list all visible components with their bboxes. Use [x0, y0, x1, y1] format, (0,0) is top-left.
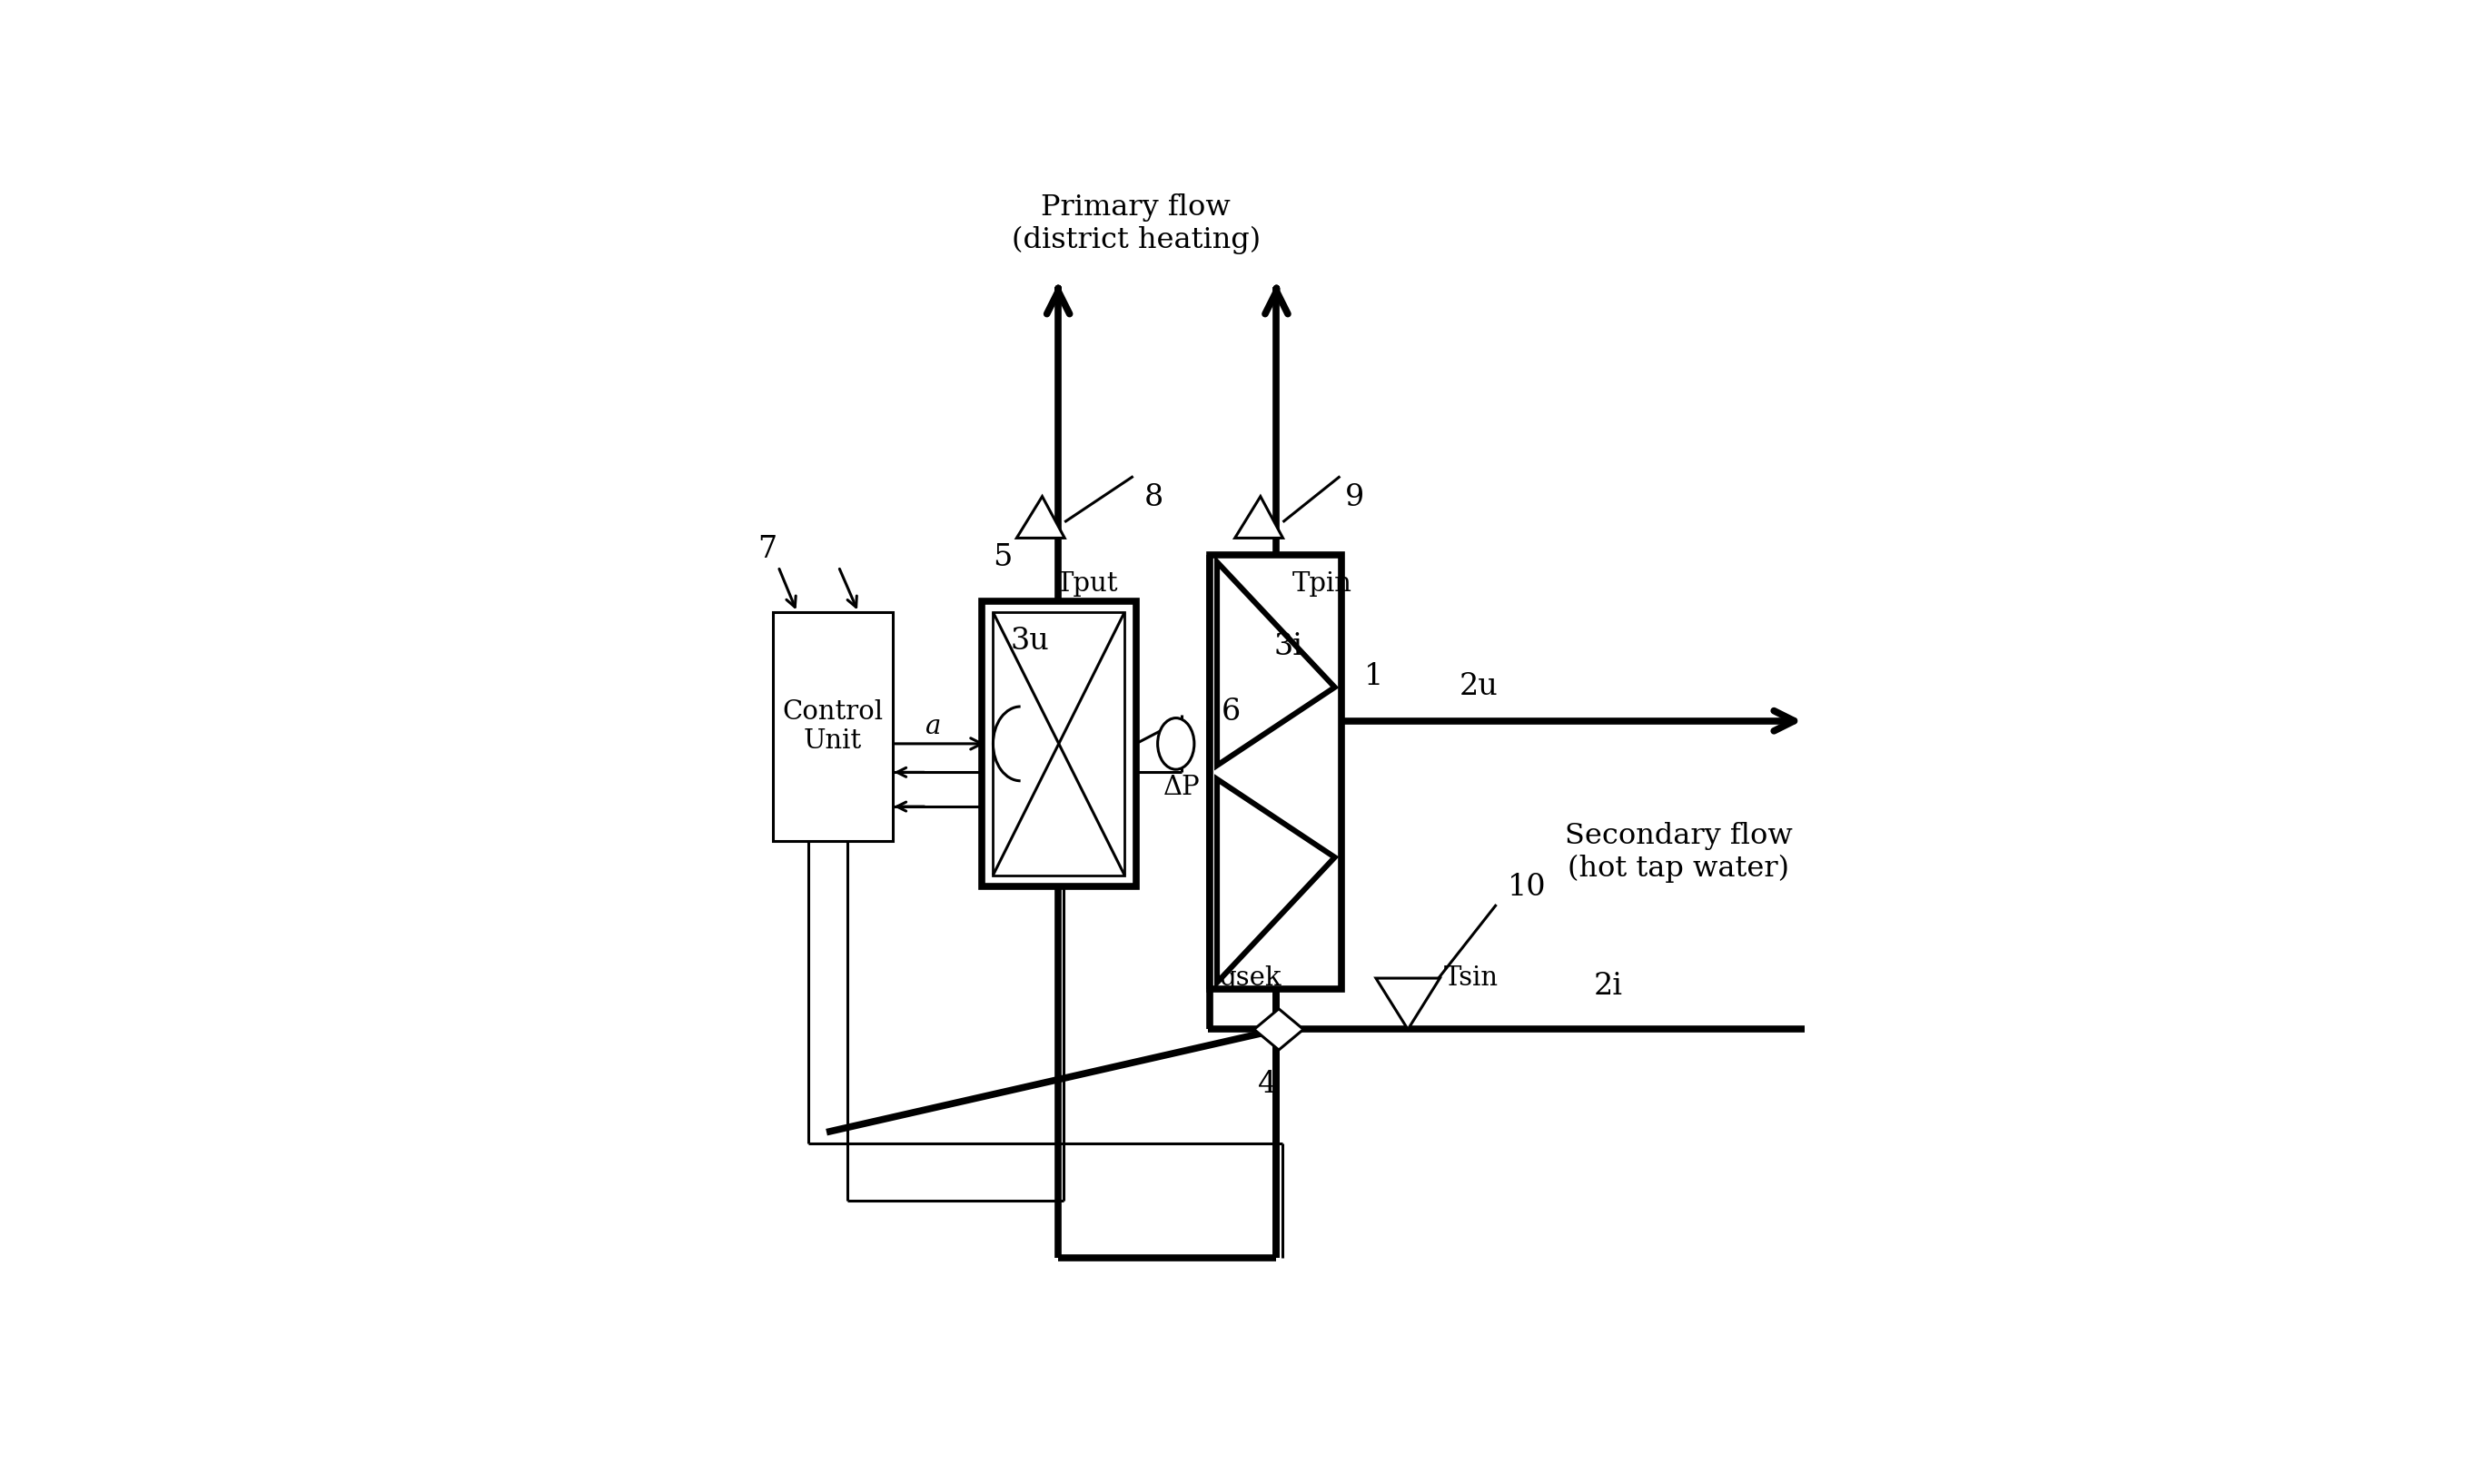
Text: ΔP: ΔP	[1163, 775, 1200, 800]
Text: Secondary flow
(hot tap water): Secondary flow (hot tap water)	[1565, 822, 1793, 883]
Text: a: a	[924, 714, 941, 739]
Bar	[1210, 555, 1341, 990]
Text: 3i: 3i	[1274, 632, 1302, 660]
Text: 3u: 3u	[1011, 626, 1048, 656]
Text: Tsin: Tsin	[1443, 965, 1498, 991]
Polygon shape	[1016, 497, 1066, 539]
Text: 8: 8	[1145, 484, 1163, 512]
Bar	[981, 601, 1135, 886]
Text: 2i: 2i	[1592, 972, 1622, 1000]
Text: 4: 4	[1257, 1070, 1277, 1098]
Bar	[773, 613, 892, 841]
Text: Tpin: Tpin	[1292, 571, 1351, 597]
Text: 2u: 2u	[1458, 672, 1498, 700]
Text: Tput: Tput	[1056, 571, 1118, 597]
Text: qsek: qsek	[1220, 965, 1282, 991]
Bar	[994, 613, 1125, 876]
Polygon shape	[1376, 978, 1441, 1030]
Text: 9: 9	[1344, 484, 1364, 512]
Text: Control
Unit: Control Unit	[782, 699, 882, 754]
Text: 7: 7	[758, 534, 777, 564]
Polygon shape	[1235, 497, 1282, 539]
Text: 1: 1	[1364, 662, 1384, 692]
Text: Primary flow
(district heating): Primary flow (district heating)	[1011, 193, 1259, 254]
Polygon shape	[1254, 1009, 1304, 1051]
Text: 6: 6	[1222, 697, 1242, 726]
Text: 10: 10	[1508, 873, 1548, 902]
Ellipse shape	[1158, 718, 1195, 769]
Polygon shape	[1217, 779, 1334, 982]
Polygon shape	[1217, 562, 1334, 766]
Text: 5: 5	[994, 543, 1011, 573]
